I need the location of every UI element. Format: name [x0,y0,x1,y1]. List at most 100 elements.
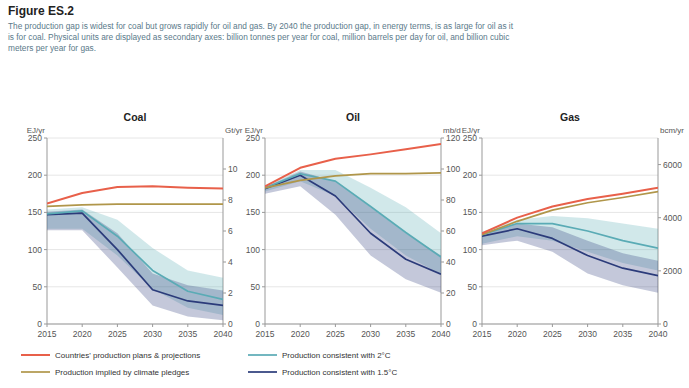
y2-axis-line [441,138,442,324]
series-line [482,224,658,249]
x-tick-label: 2025 [543,329,562,339]
y2-axis-label: bcm/yr [660,126,684,135]
x-tick-label: 2025 [326,329,345,339]
y2-tick-label: 2000 [663,266,682,276]
legend-label: Production consistent with 2°C [282,351,391,360]
y2-tick-label: 2 [228,288,233,298]
y-axis-label: EJ/yr [462,126,481,135]
x-tick-label: 2035 [396,329,415,339]
subtitle-line: meters per year for gas. [8,43,96,53]
y-tick-label: 200 [463,170,477,180]
title: Figure ES.2 [8,4,74,18]
x-tick-label: 2035 [613,329,632,339]
y-axis-line [47,138,48,324]
y2-tick-label: 0 [228,319,233,329]
band [482,224,658,293]
plot-area [265,144,441,293]
y-tick-label: 50 [468,282,478,292]
x-tick-label: 2040 [214,329,233,339]
y2-tick-label: 40 [446,257,456,267]
series-line [482,229,658,276]
y-tick-label: 100 [28,245,42,255]
x-tick-label: 2025 [108,329,127,339]
y2-tick-label: 60 [446,226,456,236]
panel: 0501001502002500204060801001202015202020… [245,111,461,339]
y-tick-label: 50 [251,282,261,292]
y-tick-label: 200 [246,170,260,180]
legend-swatch [248,371,277,373]
series-line [482,188,658,233]
grid-line [265,286,441,287]
grid-line [482,175,658,176]
y2-tick-label: 6 [228,226,233,236]
y-tick-label: 0 [37,319,42,329]
y-tick-label: 100 [246,245,260,255]
grid-line [47,175,223,176]
x-tick-label: 2015 [473,329,492,339]
series-line [265,175,441,274]
y2-tick-label: 10 [228,164,238,174]
panel-title: Gas [560,111,580,123]
legend: Countries' production plans & projection… [21,351,397,377]
legend-swatch [21,354,50,356]
y-tick-label: 50 [33,282,43,292]
x-tick-label: 2015 [38,329,57,339]
x-axis-line [482,324,658,325]
y2-axis-label: mb/d [443,126,461,135]
y2-tick-label: 0 [446,319,451,329]
y-axis-line [265,138,266,324]
x-tick-label: 2030 [578,329,597,339]
y-axis-label: EJ/yr [27,126,46,135]
x-tick-label: 2040 [432,329,451,339]
y-tick-label: 150 [246,207,260,217]
grid-line [265,324,441,325]
y-axis-line [482,138,483,324]
series-line [265,173,441,188]
panel-title: Oil [346,111,360,123]
band [47,209,223,320]
y2-tick-label: 0 [663,319,668,329]
legend-label: Production implied by climate pledges [55,368,189,377]
grid-line [47,324,223,325]
x-tick-label: 2015 [256,329,275,339]
band [265,171,441,292]
y2-tick-label: 8 [228,195,233,205]
x-tick-label: 2030 [143,329,162,339]
y2-tick-label: 4000 [663,213,682,223]
x-tick-label: 2020 [73,329,92,339]
y2-tick-label: 100 [446,164,460,174]
grid-line [482,212,658,213]
panel: 0501001502002500200040006000201520202025… [462,111,685,339]
background [0,0,689,388]
series-line [47,204,223,206]
y2-tick-label: 4 [228,257,233,267]
x-axis-line [265,324,441,325]
plot-area [47,186,223,320]
y-tick-label: 150 [28,207,42,217]
y-tick-label: 150 [463,207,477,217]
y-axis-label: EJ/yr [245,126,264,135]
subtitle: The production gap is widest for coal bu… [8,21,514,53]
x-axis-line [47,324,223,325]
legend-swatch [21,371,50,373]
grid-line [482,138,658,139]
y2-axis-label: Gt/yr [225,126,243,135]
panel-title: Coal [124,111,147,123]
legend-label: Countries' production plans & projection… [55,351,200,360]
y2-tick-label: 80 [446,195,456,205]
legend-swatch [248,354,277,356]
grid-line [482,324,658,325]
subtitle-line: The production gap is widest for coal bu… [8,21,514,31]
series-line [47,211,223,300]
series-line [482,192,658,235]
series-line [265,144,441,186]
panel: 0501001502002500246810201520202025203020… [27,111,243,339]
x-tick-label: 2020 [291,329,310,339]
series-line [265,174,441,257]
y-tick-label: 0 [255,319,260,329]
series-line [47,186,223,203]
y-tick-label: 100 [463,245,477,255]
y2-tick-label: 6000 [663,160,682,170]
x-tick-label: 2040 [649,329,668,339]
grid-line [265,138,441,139]
